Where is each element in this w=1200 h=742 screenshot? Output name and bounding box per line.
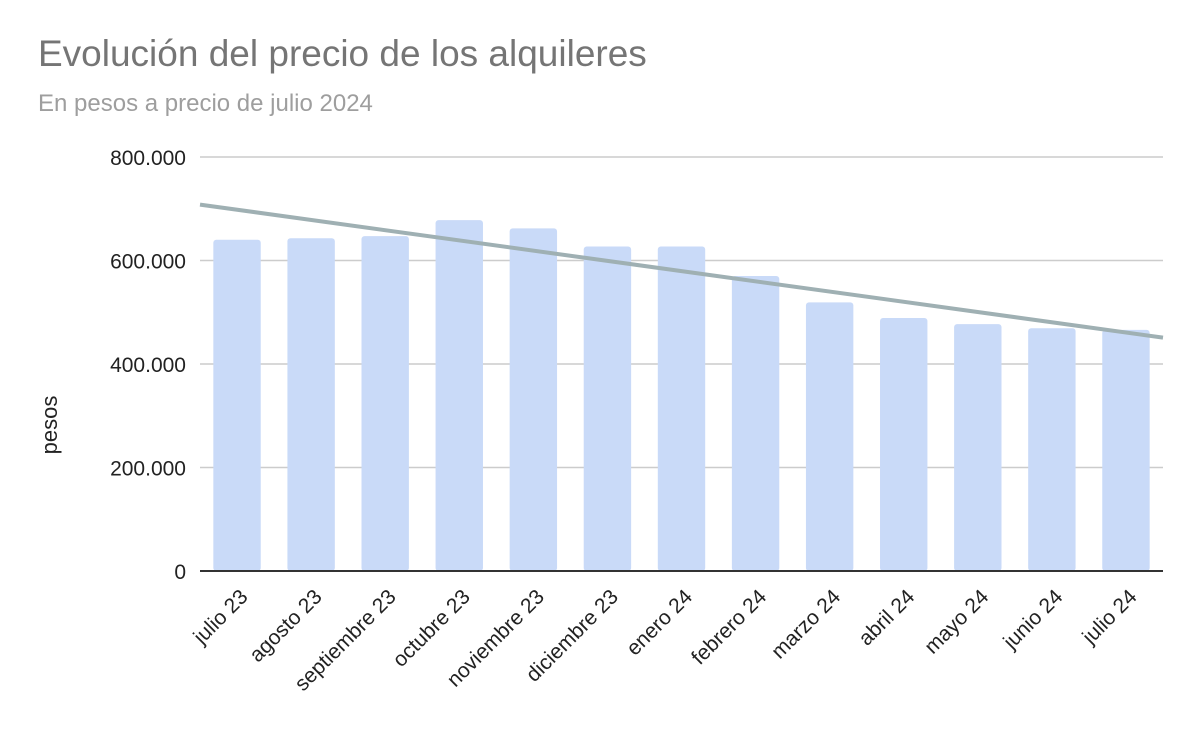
- bar: [657, 246, 706, 571]
- x-tick-label: abril 24: [854, 585, 919, 650]
- bar: [954, 324, 1002, 571]
- bar: [1028, 328, 1076, 571]
- y-tick-labels: 0 200.000 400.000 600.000 800.000: [110, 147, 186, 584]
- y-tick-label: 800.000: [110, 147, 186, 170]
- trendline-layer: [199, 202, 1164, 340]
- x-tick-label: junio 24: [998, 585, 1067, 654]
- bar: [731, 276, 780, 571]
- y-tick-label: 200.000: [110, 458, 186, 481]
- bar: [213, 239, 261, 572]
- y-tick-label: 600.000: [110, 251, 186, 274]
- x-tick-label: enero 24: [622, 585, 697, 660]
- bars: [213, 220, 1150, 572]
- bar: [583, 246, 632, 571]
- bar: [287, 238, 335, 571]
- chart-subtitle: En pesos a precio de julio 2024: [38, 90, 373, 117]
- y-axis-label: pesos: [37, 396, 62, 455]
- x-tick-label: febrero 24: [687, 585, 771, 669]
- x-tick-label: julio 24: [1077, 585, 1141, 649]
- x-tick-label: mayo 24: [920, 585, 993, 658]
- bar: [361, 236, 409, 572]
- y-tick-label: 0: [174, 561, 186, 584]
- trendline: [199, 202, 1164, 340]
- bar: [435, 220, 483, 571]
- x-tick-label: julio 23: [189, 585, 253, 649]
- bar: [880, 317, 928, 571]
- chart-title: Evolución del precio de los alquileres: [38, 33, 647, 74]
- bar: [509, 228, 558, 572]
- x-tick-label: marzo 24: [767, 585, 845, 663]
- bar: [805, 302, 854, 571]
- y-tick-label: 400.000: [110, 354, 186, 377]
- bar: [1102, 329, 1150, 571]
